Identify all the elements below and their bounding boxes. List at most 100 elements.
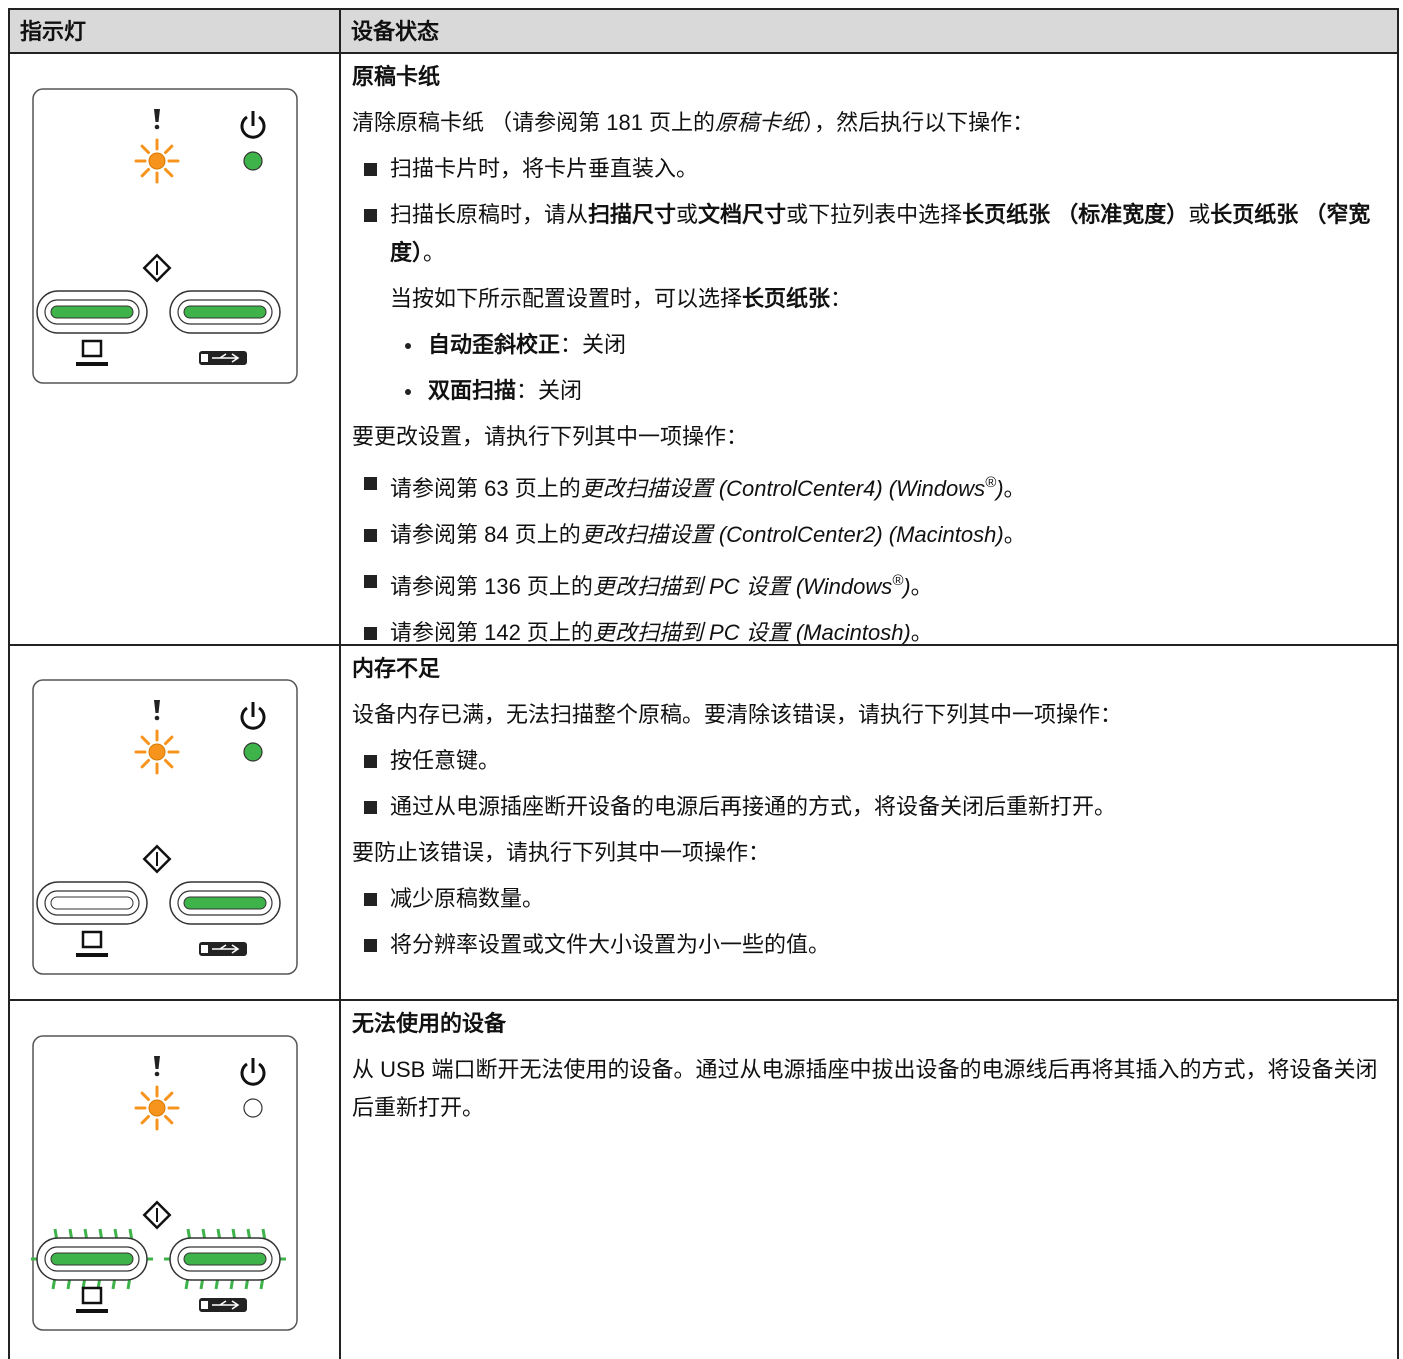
link-text: 更改扫描到 PC 设置 (Macintosh) xyxy=(592,620,911,645)
text: 请参阅第 142 页上的 xyxy=(390,620,593,645)
text: 。 xyxy=(910,620,933,645)
bold-text: 自动歪斜校正 xyxy=(428,332,561,357)
paragraph: 要防止该错误，请执行下列其中一项操作： xyxy=(352,834,1387,872)
text: 按任意键。 xyxy=(390,748,501,773)
usb-icon xyxy=(212,944,240,954)
button-light xyxy=(50,305,134,319)
power-icon xyxy=(240,1062,266,1086)
text: 。 xyxy=(910,574,933,599)
power-icon xyxy=(240,706,266,730)
text: 减少原稿数量。 xyxy=(390,886,545,911)
error-led-ray xyxy=(163,1091,174,1102)
bold-text: 长页纸张 （标准宽度） xyxy=(962,202,1189,227)
row-title: 原稿卡纸 xyxy=(352,64,441,89)
power-led xyxy=(243,1098,263,1118)
error-led xyxy=(148,1099,166,1117)
button-light xyxy=(50,896,134,910)
error-led xyxy=(148,152,166,170)
text: 请参阅第 63 页上的 xyxy=(390,476,581,501)
start-icon xyxy=(142,1200,172,1230)
usb-icon xyxy=(212,353,240,363)
pc-icon xyxy=(81,930,103,949)
bullet: 请参阅第 63 页上的更改扫描设置 (ControlCenter4) (Wind… xyxy=(352,464,1387,508)
row-title: 内存不足 xyxy=(352,656,441,681)
text: 。 xyxy=(1003,522,1026,547)
usb-icon xyxy=(212,1300,240,1310)
link-text: 原稿卡纸 xyxy=(715,110,804,135)
power-icon xyxy=(240,115,266,139)
link-text: 更改扫描设置 (ControlCenter4) (Windows xyxy=(580,476,986,501)
error-led-ray xyxy=(140,1091,151,1102)
error-mark xyxy=(154,700,160,713)
header-cell: 指示灯 xyxy=(8,8,341,54)
text: 。 xyxy=(423,240,446,265)
superscript: ® xyxy=(985,474,997,491)
status-cell: 原稿卡纸 清除原稿卡纸 （请参阅第 181 页上的原稿卡纸），然后执行以下操作：… xyxy=(339,52,1399,646)
error-led-ray xyxy=(163,735,174,746)
link-text: ) xyxy=(996,476,1004,501)
paragraph: 清除原稿卡纸 （请参阅第 181 页上的原稿卡纸），然后执行以下操作： xyxy=(352,104,1387,142)
button-light xyxy=(183,1252,267,1266)
text: 要防止该错误，请执行下列其中一项操作： xyxy=(352,840,771,865)
error-mark xyxy=(154,1056,160,1069)
error-mark-dot xyxy=(154,1071,160,1077)
button-light xyxy=(50,1252,134,1266)
text: 。 xyxy=(1003,476,1026,501)
text: 通过从电源插座断开设备的电源后再接通的方式，将设备关闭后重新打开。 xyxy=(390,794,1117,819)
panel-frame xyxy=(32,1035,298,1331)
pc-icon xyxy=(81,339,103,358)
indicator-panel xyxy=(32,88,298,384)
row-title: 无法使用的设备 xyxy=(352,1011,507,1036)
status-cell: 无法使用的设备 从 USB 端口断开无法使用的设备。通过从电源插座中拔出设备的电… xyxy=(339,999,1399,1359)
bold-text: 扫描尺寸 xyxy=(588,202,677,227)
text: 请参阅第 84 页上的 xyxy=(390,522,581,547)
bullet: 按任意键。 xyxy=(352,742,1387,780)
text: 或下拉列表中选择 xyxy=(786,202,963,227)
text: ），然后执行以下操作： xyxy=(803,110,1035,135)
usb-icon xyxy=(201,945,208,953)
sub-bullet: 自动歪斜校正：关闭 xyxy=(352,326,1387,364)
text: 或 xyxy=(676,202,699,227)
header-text: 设备状态 xyxy=(351,19,440,44)
link-text: ) xyxy=(903,574,911,599)
panel-frame xyxy=(32,88,298,384)
error-led-ray xyxy=(163,167,174,178)
text: 要更改设置，请执行下列其中一项操作： xyxy=(352,424,749,449)
pc-icon xyxy=(81,1286,103,1305)
header-text: 指示灯 xyxy=(20,19,87,44)
button-light xyxy=(183,305,267,319)
bold-text: 长页纸张 xyxy=(742,286,831,311)
pc-icon xyxy=(76,1309,108,1313)
text: 设备内存已满，无法扫描整个原稿。要清除该错误，请执行下列其中一项操作： xyxy=(352,702,1123,727)
text: 请参阅第 136 页上的 xyxy=(390,574,593,599)
text: 将分辨率设置或文件大小设置为小一些的值。 xyxy=(390,932,831,957)
paragraph: 当按如下所示配置设置时，可以选择长页纸张： xyxy=(352,280,1387,318)
bullet: 请参阅第 84 页上的更改扫描设置 (ControlCenter2) (Maci… xyxy=(352,516,1387,554)
bold-text: 文档尺寸 xyxy=(698,202,787,227)
text: 当按如下所示配置设置时，可以选择 xyxy=(390,286,743,311)
error-led-ray xyxy=(163,144,174,155)
start-icon xyxy=(142,844,172,874)
bullet: 请参阅第 142 页上的更改扫描到 PC 设置 (Macintosh)。 xyxy=(352,614,1387,652)
error-led-ray xyxy=(140,167,151,178)
error-led xyxy=(148,743,166,761)
status-cell: 内存不足 设备内存已满，无法扫描整个原稿。要清除该错误，请执行下列其中一项操作：… xyxy=(339,644,1399,1001)
paragraph: 从 USB 端口断开无法使用的设备。通过从电源插座中拔出设备的电源线后再将其插入… xyxy=(352,1051,1387,1127)
bullet: 扫描卡片时，将卡片垂直装入。 xyxy=(352,150,1387,188)
pc-icon xyxy=(76,362,108,366)
start-icon xyxy=(142,253,172,283)
bullet: 扫描长原稿时，请从扫描尺寸或文档尺寸或下拉列表中选择长页纸张 （标准宽度）或长页… xyxy=(352,196,1387,272)
power-led xyxy=(243,151,263,171)
usb-icon xyxy=(201,354,208,362)
bullet: 请参阅第 136 页上的更改扫描到 PC 设置 (Windows®)。 xyxy=(352,562,1387,606)
text: ：关闭 xyxy=(516,378,583,403)
superscript: ® xyxy=(892,572,904,589)
text: 或 xyxy=(1188,202,1211,227)
link-text: 更改扫描设置 (ControlCenter2) (Macintosh) xyxy=(580,522,1004,547)
text: ：关闭 xyxy=(560,332,627,357)
paragraph: 设备内存已满，无法扫描整个原稿。要清除该错误，请执行下列其中一项操作： xyxy=(352,696,1387,734)
pc-icon xyxy=(76,953,108,957)
error-mark-dot xyxy=(154,715,160,721)
